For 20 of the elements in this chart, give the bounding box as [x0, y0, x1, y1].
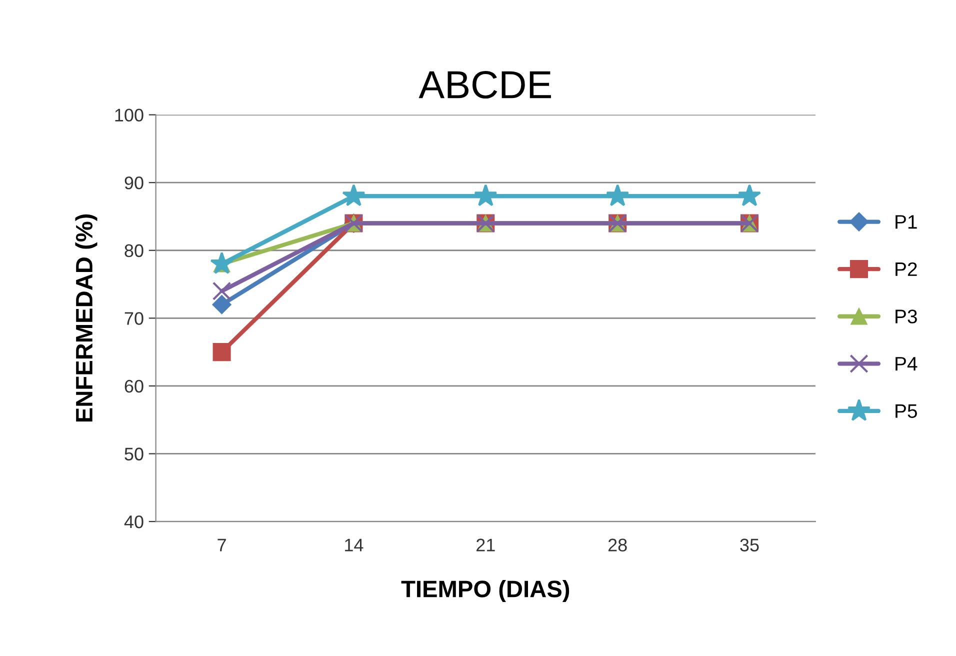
y-tick-label: 100	[115, 108, 144, 122]
x-tick-label: 7	[218, 538, 226, 552]
legend-label: P3	[896, 310, 917, 324]
chart-title: ABCDE	[418, 70, 551, 99]
x-tick-label: 35	[740, 538, 759, 552]
legend-label: P4	[896, 357, 918, 370]
y-tick-label: 40	[124, 515, 144, 528]
x-tick-label: 21	[476, 538, 495, 552]
legend-label: P5	[896, 404, 917, 418]
legend-label: P2	[896, 262, 917, 276]
legend-label: P1	[896, 215, 917, 229]
x-axis-title: TIEMPO (DIAS)	[401, 580, 570, 602]
x-tick-label: 28	[608, 538, 627, 552]
y-tick-label: 50	[124, 448, 144, 460]
y-axis-title: ENFERMEDAD (%)	[75, 214, 98, 422]
y-tick-label: 60	[124, 380, 144, 393]
y-tick-label: 70	[124, 312, 144, 325]
y-tick-label: 90	[124, 176, 144, 190]
x-tick-label: 14	[345, 538, 364, 552]
y-tick-label: 80	[124, 244, 144, 258]
